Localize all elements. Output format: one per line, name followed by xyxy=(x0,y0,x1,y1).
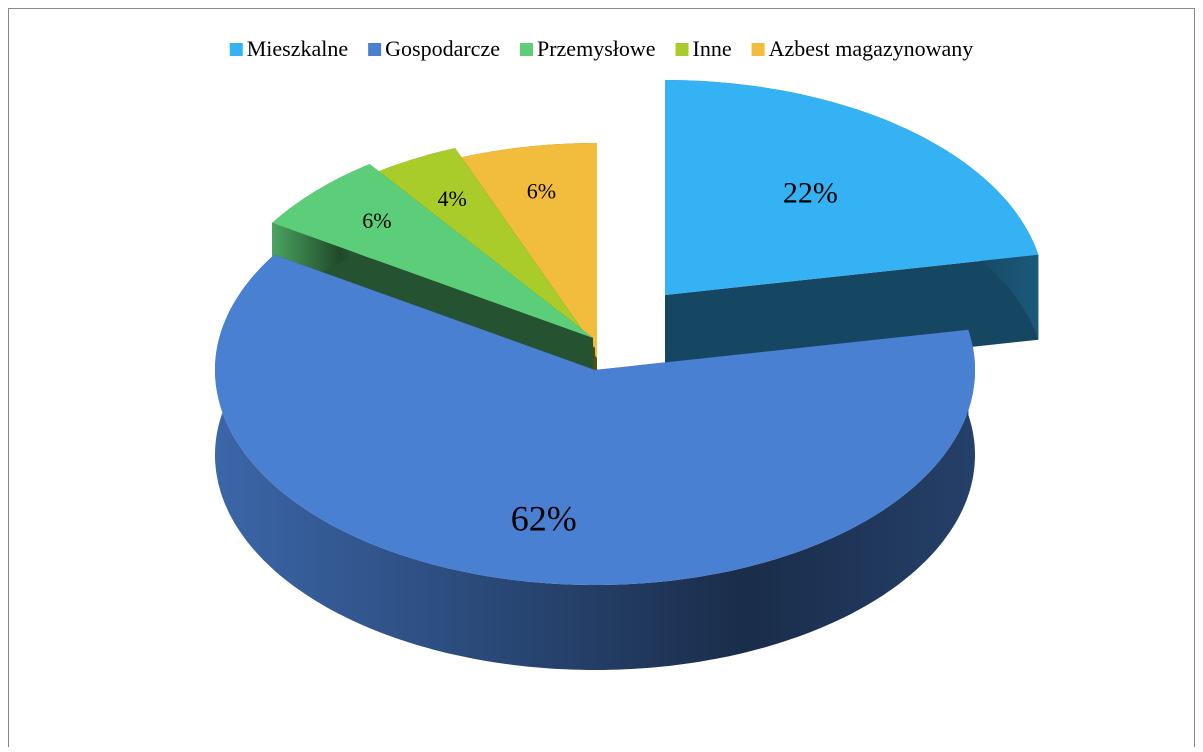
legend-label: Gospodarcze xyxy=(385,36,500,61)
data-label: 6% xyxy=(362,208,391,233)
slice-top xyxy=(215,254,975,586)
legend-label: Mieszkalne xyxy=(247,36,348,61)
legend-swatch xyxy=(229,43,243,56)
slice xyxy=(665,80,1039,380)
legend-swatch xyxy=(675,43,689,56)
legend-swatch xyxy=(519,43,533,56)
legend-label: Inne xyxy=(693,36,732,61)
legend-label: Przemysłowe xyxy=(537,36,656,61)
data-label: 22% xyxy=(783,176,838,209)
data-label: 4% xyxy=(438,186,467,211)
slice-top xyxy=(665,80,1039,295)
slice xyxy=(215,254,975,671)
data-label: 62% xyxy=(511,498,577,538)
legend-swatch xyxy=(751,43,765,56)
legend-swatch xyxy=(368,43,382,56)
slice-top xyxy=(272,164,593,338)
legend-label: Azbest magazynowany xyxy=(769,36,974,61)
data-label: 6% xyxy=(527,178,556,203)
slice-rim xyxy=(215,254,975,671)
